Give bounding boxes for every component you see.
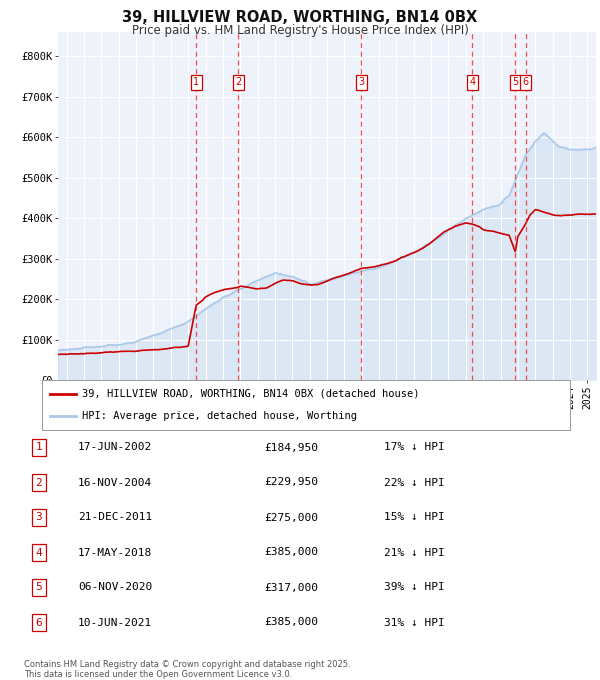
Text: 6: 6 (523, 78, 529, 88)
Text: £184,950: £184,950 (264, 443, 318, 452)
Text: 39, HILLVIEW ROAD, WORTHING, BN14 0BX (detached house): 39, HILLVIEW ROAD, WORTHING, BN14 0BX (d… (82, 389, 419, 399)
Text: 10-JUN-2021: 10-JUN-2021 (78, 617, 152, 628)
Text: £229,950: £229,950 (264, 477, 318, 488)
Text: 5: 5 (35, 583, 43, 592)
Text: 17-JUN-2002: 17-JUN-2002 (78, 443, 152, 452)
Text: 3: 3 (35, 513, 43, 522)
Text: 16-NOV-2004: 16-NOV-2004 (78, 477, 152, 488)
Text: 31% ↓ HPI: 31% ↓ HPI (384, 617, 445, 628)
Text: 4: 4 (35, 547, 43, 558)
Text: Contains HM Land Registry data © Crown copyright and database right 2025.
This d: Contains HM Land Registry data © Crown c… (24, 660, 350, 679)
Text: 22% ↓ HPI: 22% ↓ HPI (384, 477, 445, 488)
Text: HPI: Average price, detached house, Worthing: HPI: Average price, detached house, Wort… (82, 411, 356, 421)
Text: 2: 2 (235, 78, 241, 88)
Text: 17% ↓ HPI: 17% ↓ HPI (384, 443, 445, 452)
Text: 1: 1 (193, 78, 199, 88)
Text: Price paid vs. HM Land Registry's House Price Index (HPI): Price paid vs. HM Land Registry's House … (131, 24, 469, 37)
Text: 5: 5 (512, 78, 518, 88)
Text: 17-MAY-2018: 17-MAY-2018 (78, 547, 152, 558)
Text: 39, HILLVIEW ROAD, WORTHING, BN14 0BX: 39, HILLVIEW ROAD, WORTHING, BN14 0BX (122, 10, 478, 25)
Text: 15% ↓ HPI: 15% ↓ HPI (384, 513, 445, 522)
Text: 39% ↓ HPI: 39% ↓ HPI (384, 583, 445, 592)
Text: £385,000: £385,000 (264, 547, 318, 558)
Text: £385,000: £385,000 (264, 617, 318, 628)
Text: £275,000: £275,000 (264, 513, 318, 522)
Text: 2: 2 (35, 477, 43, 488)
Text: 06-NOV-2020: 06-NOV-2020 (78, 583, 152, 592)
Text: 21% ↓ HPI: 21% ↓ HPI (384, 547, 445, 558)
Text: 21-DEC-2011: 21-DEC-2011 (78, 513, 152, 522)
Text: 6: 6 (35, 617, 43, 628)
Text: 4: 4 (469, 78, 475, 88)
Text: £317,000: £317,000 (264, 583, 318, 592)
Text: 3: 3 (358, 78, 364, 88)
Text: 1: 1 (35, 443, 43, 452)
